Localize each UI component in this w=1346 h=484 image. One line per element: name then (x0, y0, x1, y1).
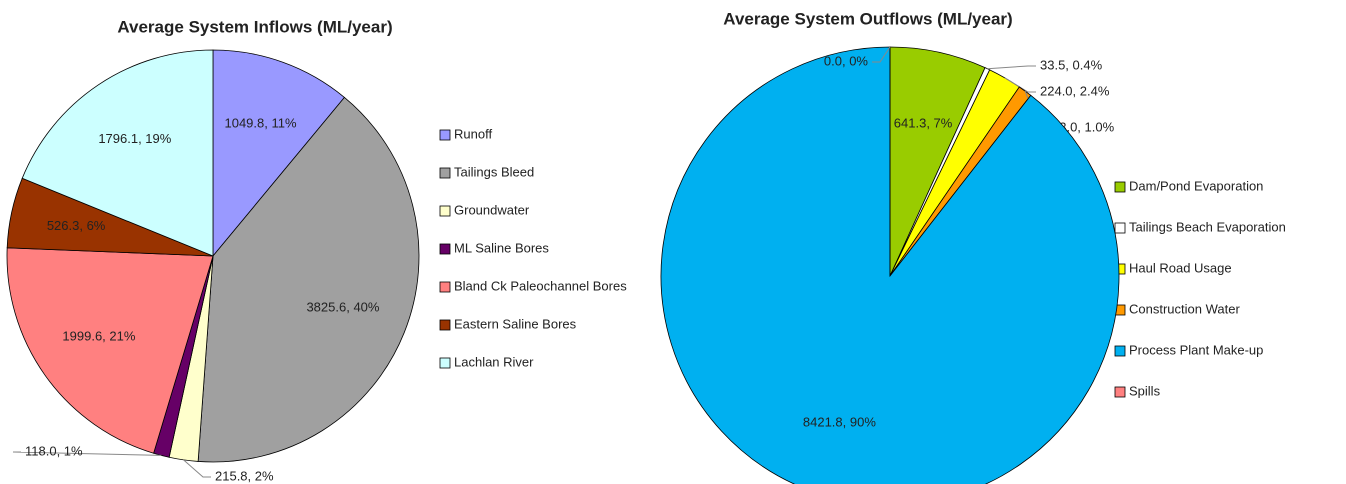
legend-label: Tailings Beach Evaporation (1129, 219, 1286, 234)
legend-swatch (439, 205, 451, 217)
legend-label: Runoff (454, 126, 492, 141)
data-label: 93.0, 1.0% (1052, 119, 1115, 134)
data-label: 224.0, 2.4% (1040, 83, 1110, 98)
legend-swatch (439, 129, 451, 141)
data-label: 1796.1, 19% (98, 131, 171, 146)
legend-label: Haul Road Usage (1129, 260, 1232, 275)
legend-label: Eastern Saline Bores (454, 316, 577, 331)
legend-swatch (1114, 345, 1126, 357)
leader-line (872, 46, 891, 63)
legend-label: Construction Water (1129, 301, 1240, 316)
data-label: 1049.8, 11% (224, 116, 296, 131)
legend-swatch (439, 319, 451, 331)
chart-title: Average System Outflows (ML/year) (723, 9, 1012, 28)
data-label: 0.0, 0% (824, 53, 869, 68)
legend-label: Groundwater (454, 202, 530, 217)
legend-swatch (1114, 222, 1126, 234)
data-label: 8421.8, 90% (803, 415, 876, 430)
pie-slice (21, 49, 214, 257)
pie-slice (197, 96, 420, 463)
legend-swatch (1114, 386, 1126, 398)
pie-slice (6, 247, 214, 454)
pie-slice (212, 49, 346, 258)
legend-label: Process Plant Make-up (1129, 342, 1263, 357)
data-label: 118.0, 1% (25, 443, 83, 458)
data-label: 641.3, 7% (894, 115, 953, 130)
legend-swatch (439, 243, 451, 255)
leader-line (183, 459, 211, 478)
legend-swatch (439, 281, 451, 293)
data-label: 215.8, 2% (215, 468, 274, 483)
leader-line (1004, 77, 1036, 93)
legend-label: ML Saline Bores (454, 240, 549, 255)
leader-line (12, 451, 162, 456)
chart-title: Average System Inflows (ML/year) (117, 17, 392, 36)
data-label: 526.3, 6% (47, 218, 106, 233)
leader-line (987, 65, 1036, 70)
data-label: 33.5, 0.4% (1040, 57, 1103, 72)
legend-label: Lachlan River (454, 354, 534, 369)
legend-label: Bland Ck Paleochannel Bores (454, 278, 627, 293)
legend-swatch (439, 357, 451, 369)
legend-swatch (1114, 181, 1126, 193)
legend-swatch (439, 167, 451, 179)
legend-label: Spills (1129, 383, 1161, 398)
data-label: 1999.6, 21% (62, 329, 135, 344)
legend-label: Dam/Pond Evaporation (1129, 178, 1263, 193)
data-label: 3825.6, 40% (306, 300, 379, 315)
legend-label: Tailings Bleed (454, 164, 534, 179)
